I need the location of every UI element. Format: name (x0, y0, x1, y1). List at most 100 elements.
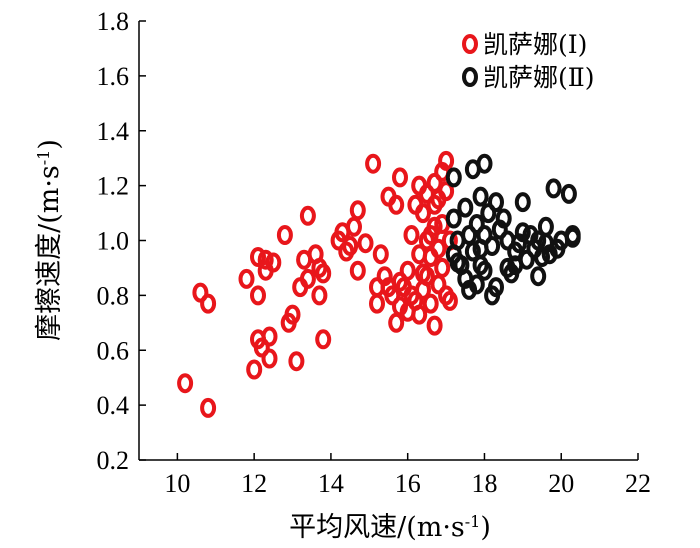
y-tick-label: 0.2 (97, 446, 130, 475)
legend-label-series-1: 凯萨娜(Ⅰ) (483, 30, 587, 59)
data-point-series-1 (250, 247, 266, 267)
data-point-series-1 (372, 244, 389, 265)
y-tick-label: 0.4 (97, 391, 130, 420)
data-point-series-1 (342, 236, 359, 256)
chart-points (177, 150, 581, 418)
data-point-series-1 (438, 150, 455, 171)
y-tick-label: 0.8 (97, 281, 130, 310)
data-point-series-1 (388, 194, 405, 215)
data-point-series-1 (299, 268, 316, 289)
data-point-series-1 (177, 373, 194, 394)
data-point-series-2 (545, 178, 562, 199)
data-point-series-1 (346, 216, 362, 237)
data-point-series-2 (480, 203, 497, 224)
data-point-series-1 (349, 260, 366, 281)
data-point-series-1 (422, 225, 439, 245)
data-point-series-2 (472, 238, 489, 259)
data-point-series-1 (392, 167, 408, 188)
data-point-series-1 (238, 268, 255, 289)
data-point-series-1 (261, 348, 278, 369)
data-point-series-1 (403, 225, 420, 245)
data-point-series-1 (369, 293, 385, 314)
chart-ticks: 10 12 14 16 18 20 22 0.2 0.4 0.6 0.8 1.0 1.2 1.4 1.6 1.… (97, 7, 652, 498)
y-axis-title: 摩擦速度/(m·s-1) (34, 139, 66, 341)
data-point-series-1 (388, 312, 405, 333)
data-point-series-1 (415, 203, 431, 224)
data-point-series-1 (276, 225, 293, 245)
data-point-series-2 (560, 183, 577, 204)
data-point-series-1 (441, 290, 458, 311)
data-point-series-1 (434, 257, 451, 278)
data-point-series-1 (311, 285, 328, 306)
x-tick-label: 18 (471, 469, 497, 498)
data-point-series-1 (288, 351, 305, 372)
data-point-series-1 (257, 249, 274, 270)
data-point-series-1 (250, 285, 266, 306)
data-point-series-2 (518, 249, 535, 270)
data-point-series-2 (564, 225, 581, 245)
data-point-series-1 (192, 282, 209, 303)
data-point-series-1 (357, 233, 374, 254)
data-point-series-1 (200, 293, 217, 314)
x-tick-label: 16 (395, 469, 421, 498)
data-point-series-2 (495, 208, 512, 229)
data-point-series-1 (284, 304, 301, 325)
data-point-series-2 (530, 266, 547, 287)
data-point-series-2 (476, 153, 493, 174)
y-tick-label: 1.0 (97, 227, 130, 256)
data-point-series-1 (200, 397, 217, 418)
data-point-series-2 (464, 241, 481, 262)
data-point-series-2 (445, 167, 462, 188)
data-point-series-2 (472, 186, 489, 207)
x-tick-label: 20 (548, 469, 574, 498)
data-point-series-2 (514, 192, 531, 213)
data-point-series-1 (411, 244, 428, 265)
data-point-series-2 (488, 277, 504, 298)
data-point-series-1 (426, 315, 443, 336)
y-tick-label: 1.2 (97, 172, 130, 201)
data-point-series-2 (468, 214, 485, 234)
data-point-series-1 (384, 285, 401, 306)
data-point-series-1 (315, 329, 332, 350)
x-axis-title-superscript: -1 (465, 512, 481, 531)
data-point-series-2 (476, 260, 493, 281)
data-point-series-2 (449, 252, 466, 273)
data-point-series-1 (411, 304, 428, 325)
data-point-series-1 (438, 181, 455, 202)
legend-marker-series-1 (462, 34, 478, 54)
data-point-series-2 (445, 208, 462, 229)
data-point-series-1 (299, 205, 316, 226)
chart-legend: 凯萨娜(Ⅰ) 凯萨娜(Ⅱ) (462, 30, 595, 92)
x-tick-label: 10 (164, 469, 190, 498)
y-tick-label: 1.8 (97, 7, 130, 36)
data-point-series-1 (246, 359, 263, 380)
y-tick-label: 1.4 (97, 117, 130, 146)
legend-label-series-2: 凯萨娜(Ⅱ) (483, 63, 595, 92)
x-tick-label: 22 (625, 469, 651, 498)
data-point-series-1 (422, 293, 439, 314)
data-point-series-2 (468, 274, 485, 295)
data-point-series-1 (426, 194, 443, 215)
data-point-series-1 (261, 326, 278, 347)
x-axis-title: 平均风速/(m·s-1) (289, 512, 491, 544)
data-point-series-2 (457, 197, 474, 218)
data-point-series-2 (499, 230, 516, 251)
data-point-series-1 (315, 263, 332, 284)
data-point-series-1 (430, 238, 447, 259)
data-point-series-1 (349, 200, 366, 221)
x-tick-label: 12 (241, 469, 267, 498)
data-point-series-2 (514, 222, 531, 243)
y-tick-label: 0.6 (97, 336, 130, 365)
legend-marker-series-2 (462, 67, 478, 87)
data-point-series-1 (418, 266, 435, 287)
data-point-series-1 (365, 153, 382, 174)
data-point-series-1 (265, 252, 282, 273)
data-point-series-2 (537, 216, 554, 237)
y-axis-title-superscript: -1 (34, 150, 53, 166)
data-point-series-1 (399, 260, 416, 281)
data-point-series-1 (253, 337, 270, 358)
x-tick-label: 14 (318, 469, 344, 498)
y-tick-label: 1.6 (97, 62, 130, 91)
data-point-series-2 (488, 192, 504, 213)
